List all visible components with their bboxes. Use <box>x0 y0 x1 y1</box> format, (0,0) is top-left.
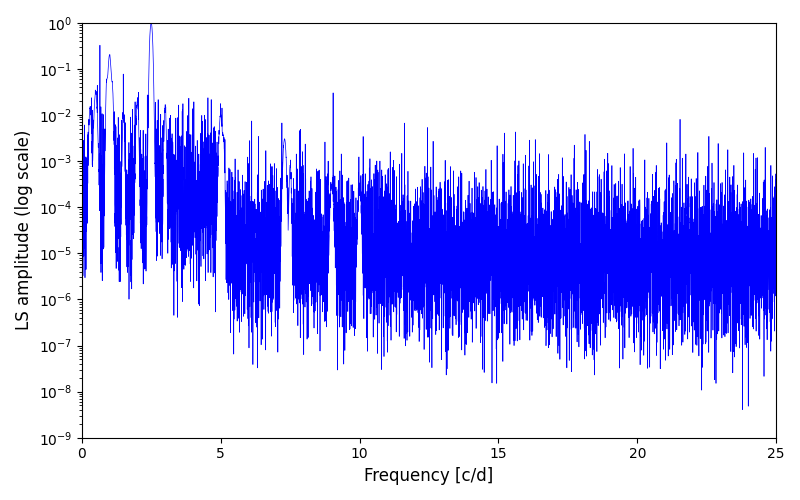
Y-axis label: LS amplitude (log scale): LS amplitude (log scale) <box>15 130 33 330</box>
X-axis label: Frequency [c/d]: Frequency [c/d] <box>364 467 494 485</box>
